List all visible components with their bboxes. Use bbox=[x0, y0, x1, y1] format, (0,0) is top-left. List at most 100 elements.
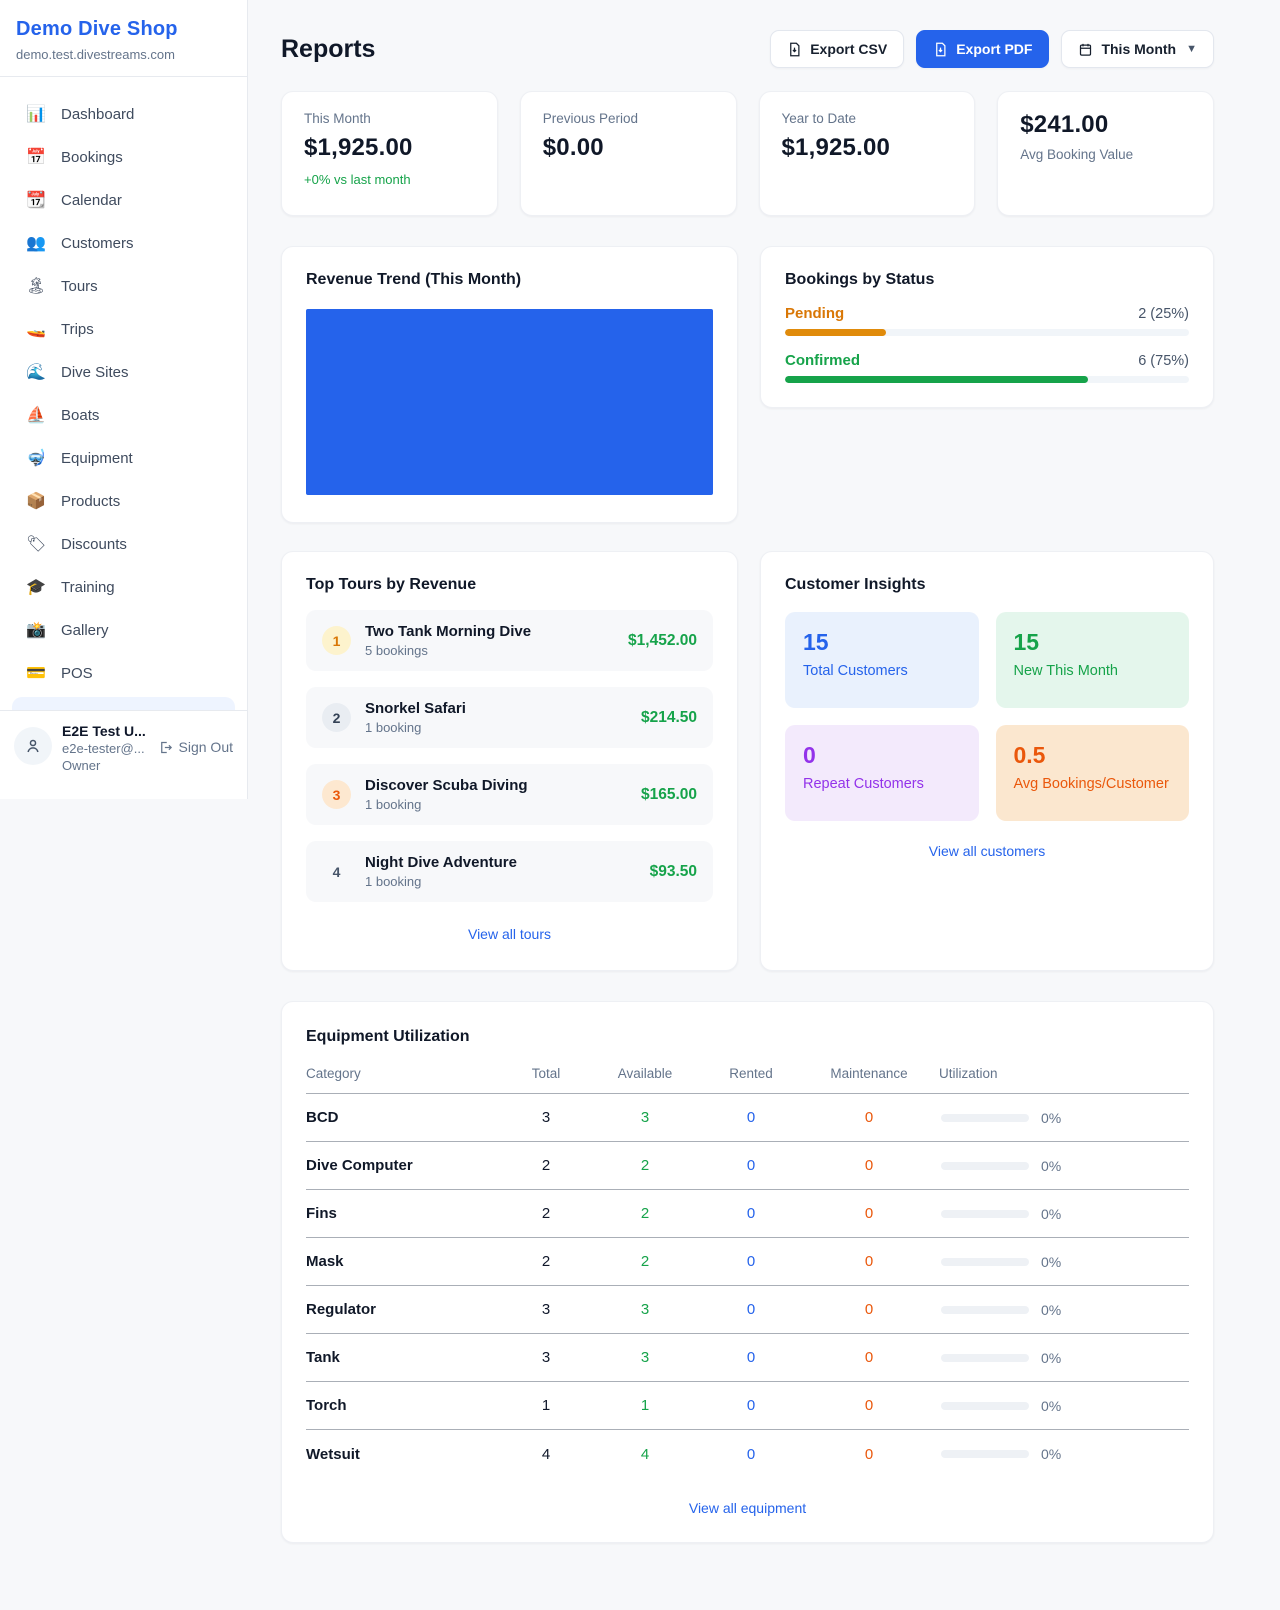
cell-maintenance: 0 bbox=[864, 1157, 874, 1174]
utilization-percent: 0% bbox=[1041, 1253, 1062, 1270]
utilization-percent: 0% bbox=[1041, 1157, 1062, 1174]
sidebar-item-pos[interactable]: 💳 POS bbox=[0, 653, 247, 693]
user-email: e2e-tester@... bbox=[62, 741, 145, 756]
sidebar-item-label: Discounts bbox=[61, 535, 127, 553]
view-all-customers-link[interactable]: View all customers bbox=[928, 843, 1046, 859]
status-label-pending: Pending bbox=[785, 305, 845, 322]
mid-row: Top Tours by Revenue 1 Two Tank Morning … bbox=[281, 551, 1214, 971]
stat-value: $1,925.00 bbox=[304, 134, 413, 161]
cell-total: 3 bbox=[541, 1109, 551, 1126]
tour-row[interactable]: 3 Discover Scuba Diving 1 booking $165.00 bbox=[306, 764, 713, 825]
cell-maintenance: 0 bbox=[864, 1109, 874, 1126]
sidebar-item-calendar[interactable]: 📆 Calendar bbox=[0, 180, 247, 220]
cell-total: 2 bbox=[541, 1157, 551, 1174]
wave-icon: 🌊 bbox=[26, 364, 46, 381]
sign-out-button[interactable]: Sign Out bbox=[158, 739, 233, 755]
cell-available: 2 bbox=[640, 1157, 650, 1174]
cell-rented: 0 bbox=[746, 1253, 756, 1270]
sidebar-item-label: Dive Sites bbox=[61, 363, 129, 381]
sidebar-item-trips[interactable]: 🚤 Trips bbox=[0, 309, 247, 349]
sidebar-item-discounts[interactable]: 🏷 Discounts bbox=[0, 524, 247, 564]
sidebar-item-customers[interactable]: 👥 Customers bbox=[0, 223, 247, 263]
sidebar-nav: 📊 Dashboard 📅 Bookings 📆 Calendar 👥 Customer… bbox=[0, 77, 247, 710]
people-icon: 👥 bbox=[26, 235, 46, 252]
table-row: Tank 3 3 0 0 0% bbox=[306, 1334, 1189, 1382]
view-all-equipment-link[interactable]: View all equipment bbox=[688, 1500, 807, 1516]
col-total: Total bbox=[531, 1066, 561, 1081]
export-csv-button[interactable]: Export CSV bbox=[770, 30, 905, 68]
cell-rented: 0 bbox=[746, 1109, 756, 1126]
cell-category: Regulator bbox=[306, 1301, 377, 1318]
tour-bookings: 1 booking bbox=[365, 797, 422, 812]
sidebar-item-label: Tours bbox=[61, 277, 98, 295]
tour-bookings: 5 bookings bbox=[365, 643, 428, 658]
user-name: E2E Test U... bbox=[62, 723, 146, 739]
table-row: BCD 3 3 0 0 0% bbox=[306, 1094, 1189, 1142]
sidebar-item-label: Equipment bbox=[61, 449, 133, 467]
table-row: Dive Computer 2 2 0 0 0% bbox=[306, 1142, 1189, 1190]
user-role: Owner bbox=[62, 758, 101, 773]
export-pdf-label: Export PDF bbox=[956, 41, 1033, 57]
sidebar-item-products[interactable]: 📦 Products bbox=[0, 481, 247, 521]
tour-revenue: $93.50 bbox=[649, 862, 697, 880]
shop-name[interactable]: Demo Dive Shop bbox=[16, 18, 178, 40]
sidebar-item-dive-sites[interactable]: 🌊 Dive Sites bbox=[0, 352, 247, 392]
utilization-percent: 0% bbox=[1041, 1301, 1062, 1318]
sidebar-item-dashboard[interactable]: 📊 Dashboard bbox=[0, 94, 247, 134]
utilization-percent: 0% bbox=[1041, 1109, 1062, 1126]
tour-bookings: 1 booking bbox=[365, 720, 422, 735]
sidebar-item-training[interactable]: 🎓 Training bbox=[0, 567, 247, 607]
cell-utilization: 0% bbox=[939, 1398, 1189, 1414]
insight-tiles: 15 Total Customers 15 New This Month 0 R… bbox=[785, 612, 1189, 821]
cell-category: BCD bbox=[306, 1109, 339, 1126]
cell-total: 4 bbox=[541, 1445, 551, 1463]
sidebar-item-label: Products bbox=[61, 492, 121, 510]
tour-name: Snorkel Safari bbox=[365, 700, 466, 717]
cell-total: 1 bbox=[541, 1397, 551, 1414]
utilization-track bbox=[941, 1113, 1029, 1122]
user-meta: E2E Test U... e2e-tester@... Owner bbox=[62, 723, 148, 773]
sidebar-item-label: Calendar bbox=[61, 191, 122, 209]
sidebar-item-reports-partial[interactable] bbox=[12, 697, 235, 710]
sidebar-item-boats[interactable]: ⛵ Boats bbox=[0, 395, 247, 435]
package-icon: 📦 bbox=[26, 493, 46, 510]
equipment-table-header: Category Total Available Rented Maintena… bbox=[306, 1066, 1189, 1094]
equipment-table-body: BCD 3 3 0 0 0% Dive Computer 2 2 0 0 0% Fins 2 2 0 0 0% Ma… bbox=[306, 1094, 1189, 1478]
sidebar-item-equipment[interactable]: 🤿 Equipment bbox=[0, 438, 247, 478]
calendar-icon: 📆 bbox=[26, 192, 46, 209]
cell-available: 4 bbox=[640, 1445, 650, 1463]
progress-fill-pending bbox=[785, 329, 886, 336]
sidebar-item-label: Training bbox=[61, 578, 115, 596]
export-pdf-button[interactable]: Export PDF bbox=[916, 30, 1050, 68]
table-row: Mask 2 2 0 0 0% bbox=[306, 1238, 1189, 1286]
cell-available: 1 bbox=[640, 1397, 650, 1414]
stat-label: Avg Booking Value bbox=[1020, 147, 1134, 162]
cell-utilization: 0% bbox=[939, 1110, 1189, 1126]
status-row-pending: Pending 2 (25%) bbox=[785, 305, 1189, 336]
stat-label: This Month bbox=[304, 111, 371, 126]
dashboard-icon: 📊 bbox=[26, 106, 46, 123]
tile-value: 0.5 bbox=[1013, 742, 1046, 768]
tile-label: Total Customers bbox=[803, 663, 908, 679]
tour-revenue: $214.50 bbox=[640, 708, 697, 726]
rank-badge: 1 bbox=[322, 626, 351, 655]
sidebar-item-bookings[interactable]: 📅 Bookings bbox=[0, 137, 247, 177]
sidebar-item-tours[interactable]: 🏝 Tours bbox=[0, 266, 247, 306]
tour-row[interactable]: 4 Night Dive Adventure 1 booking $93.50 bbox=[306, 841, 713, 902]
progress-fill-confirmed bbox=[785, 376, 1088, 383]
tile-value: 0 bbox=[803, 742, 816, 768]
equipment-utilization-card: Equipment Utilization Category Total Ava… bbox=[281, 1001, 1214, 1543]
tour-name: Two Tank Morning Dive bbox=[365, 623, 532, 640]
col-available: Available bbox=[617, 1066, 673, 1081]
bookings-by-status-title: Bookings by Status bbox=[785, 271, 935, 288]
sidebar-item-gallery[interactable]: 📸 Gallery bbox=[0, 610, 247, 650]
cell-available: 3 bbox=[640, 1301, 650, 1318]
tour-row[interactable]: 2 Snorkel Safari 1 booking $214.50 bbox=[306, 687, 713, 748]
view-all-tours-link[interactable]: View all tours bbox=[467, 926, 551, 942]
utilization-track bbox=[941, 1209, 1029, 1218]
tour-row[interactable]: 1 Two Tank Morning Dive 5 bookings $1,452… bbox=[306, 610, 713, 671]
period-dropdown[interactable]: This Month ▼ bbox=[1061, 30, 1214, 68]
cell-available: 2 bbox=[640, 1205, 650, 1222]
tile-new-this-month: 15 New This Month bbox=[995, 612, 1189, 708]
utilization-percent: 0% bbox=[1041, 1205, 1062, 1222]
